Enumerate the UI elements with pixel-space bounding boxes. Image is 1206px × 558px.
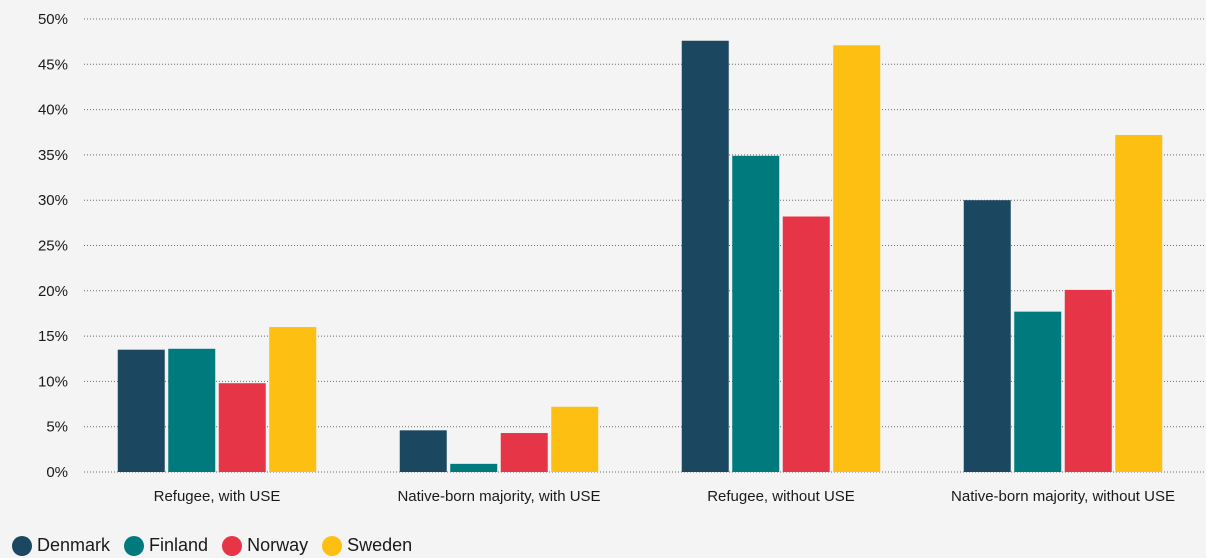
bar-norway	[1064, 289, 1112, 472]
legend-item-sweden: Sweden	[322, 535, 412, 556]
bar-norway	[218, 383, 266, 472]
y-tick-label: 45%	[38, 56, 68, 73]
x-category-label: Native-born majority, without USE	[951, 488, 1175, 505]
bar-sweden	[1115, 134, 1163, 472]
legend-swatch	[322, 535, 343, 556]
bar-denmark	[117, 349, 165, 472]
x-category-label: Refugee, with USE	[154, 488, 281, 505]
legend-swatch	[12, 535, 32, 556]
bar-finland	[732, 155, 780, 472]
legend-label: Finland	[149, 535, 209, 555]
y-tick-label: 5%	[46, 419, 68, 436]
x-category-label: Refugee, without USE	[707, 488, 855, 505]
y-tick-label: 40%	[38, 102, 68, 119]
legend-label: Denmark	[37, 535, 111, 555]
bar-norway	[500, 433, 548, 472]
legend-item-denmark: Denmark	[12, 535, 110, 556]
y-tick-label: 20%	[38, 283, 68, 300]
bar-sweden	[833, 45, 881, 473]
legend-item-finland: Finland	[124, 535, 208, 556]
bar-sweden	[269, 327, 317, 472]
bars	[117, 40, 1163, 473]
bar-finland	[1014, 311, 1062, 472]
legend-label: Norway	[247, 535, 309, 555]
y-tick-label: 10%	[38, 373, 68, 390]
bar-denmark	[963, 200, 1011, 472]
y-axis-ticks: 0% 5% 10% 15% 20% 25% 30% 35% 40% 45% 50%	[38, 11, 68, 481]
bar-chart: 0% 5% 10% 15% 20% 25% 30% 35% 40% 45% 50% Refugee,…	[38, 11, 1206, 505]
legend-item-norway: Norway	[222, 535, 308, 556]
bar-finland	[168, 348, 216, 472]
bar-sweden	[551, 406, 599, 472]
y-tick-label: 25%	[38, 238, 68, 255]
y-tick-label: 35%	[38, 147, 68, 164]
bar-denmark	[681, 40, 729, 473]
x-category-label: Native-born majority, with USE	[397, 488, 600, 505]
bar-denmark	[399, 430, 447, 472]
bar-finland	[450, 463, 498, 472]
y-tick-label: 50%	[38, 11, 68, 28]
legend-label: Sweden	[347, 535, 413, 555]
bar-norway	[782, 216, 830, 472]
y-tick-label: 30%	[38, 192, 68, 209]
x-axis-categories: Refugee, with USE Native-born majority, w…	[154, 488, 1175, 505]
y-tick-label: 15%	[38, 328, 68, 345]
legend-swatch	[222, 535, 243, 556]
y-tick-label: 0%	[46, 464, 68, 481]
legend-swatch	[124, 535, 145, 556]
legend: Denmark Finland Norway Sweden	[12, 535, 426, 556]
